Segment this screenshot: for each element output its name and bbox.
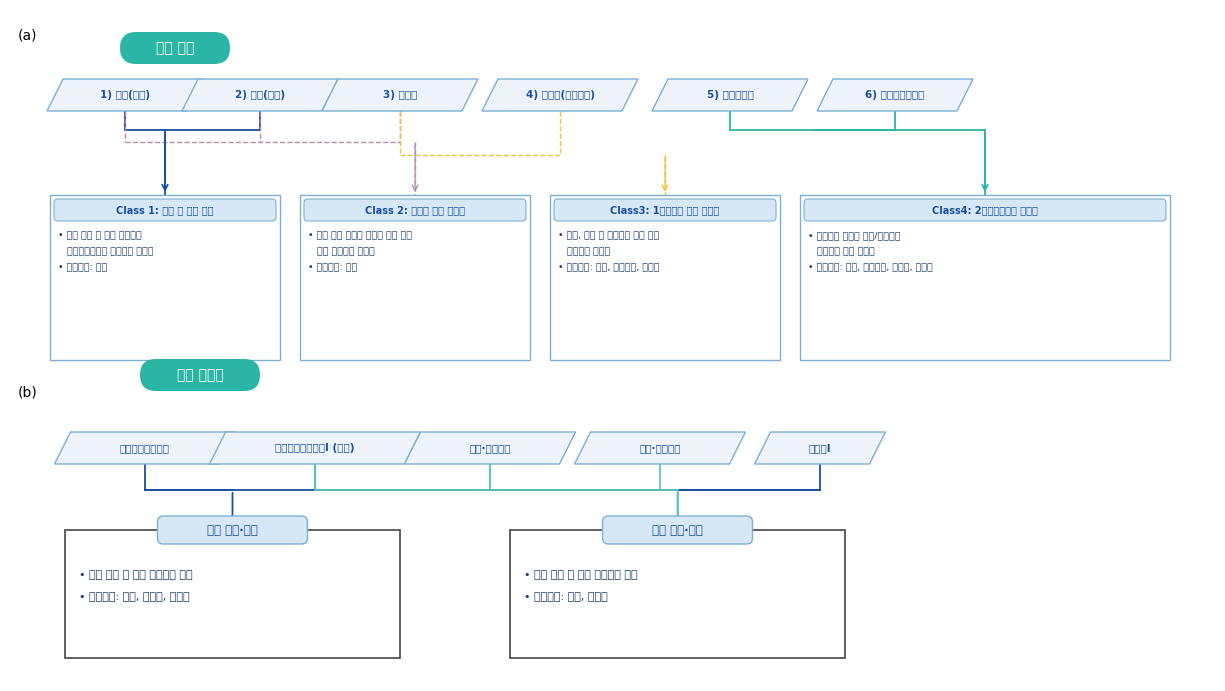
Polygon shape (54, 432, 235, 464)
FancyBboxPatch shape (50, 195, 281, 360)
FancyBboxPatch shape (804, 199, 1166, 221)
Text: • 상온 진열 및 상온 배송되는 제품: • 상온 진열 및 상온 배송되는 제품 (524, 570, 638, 580)
FancyBboxPatch shape (300, 195, 530, 360)
Text: Class4: 2차이상의가공 수산물: Class4: 2차이상의가공 수산물 (932, 205, 1038, 215)
Text: 냉장 유통·판매: 냉장 유통·판매 (207, 524, 258, 536)
Text: 상온 유통·판매: 상온 유통·판매 (652, 524, 703, 536)
Text: 당그룹I: 당그룹I (808, 443, 832, 453)
Text: • 유통경로: 시장: • 유통경로: 시장 (307, 263, 358, 272)
Text: 2) 패류(생굴): 2) 패류(생굴) (235, 90, 285, 100)
Polygon shape (575, 432, 746, 464)
FancyBboxPatch shape (554, 199, 775, 221)
Text: 절임·김치그룹: 절임·김치그룹 (469, 443, 511, 453)
Polygon shape (652, 79, 808, 111)
Polygon shape (404, 432, 576, 464)
Text: • 가공 없이 진열된 상태로 즉시 가공: • 가공 없이 진열된 상태로 즉시 가공 (307, 231, 412, 240)
Text: (b): (b) (18, 385, 38, 399)
Text: 1) 어류(횚감): 1) 어류(횚감) (100, 90, 149, 100)
FancyBboxPatch shape (550, 195, 780, 360)
Text: 5) 양념젠갈류: 5) 양념젠갈류 (707, 90, 753, 100)
Polygon shape (47, 79, 203, 111)
Text: • 세청, 절단 후 포장되어 진열 또는: • 세청, 절단 후 포장되어 진열 또는 (559, 231, 659, 240)
Text: • 유통경로: 시장, 대형마트, 온라인, 편의점: • 유통경로: 시장, 대형마트, 온라인, 편의점 (808, 263, 932, 272)
FancyBboxPatch shape (304, 199, 526, 221)
Text: 판매하는 가공 수산물: 판매하는 가공 수산물 (808, 247, 875, 256)
Polygon shape (209, 432, 420, 464)
Text: 6) 즐석섯취식품류: 6) 즐석섯취식품류 (865, 90, 925, 100)
FancyBboxPatch shape (800, 195, 1170, 360)
Text: 판매되는 수산물: 판매되는 수산물 (559, 247, 610, 256)
Text: 3) 두족류: 3) 두족류 (382, 90, 418, 100)
FancyBboxPatch shape (54, 199, 276, 221)
Text: • 유통경로: 시장: • 유통경로: 시장 (58, 263, 108, 272)
Polygon shape (183, 79, 338, 111)
FancyBboxPatch shape (158, 516, 307, 544)
Text: 가열조리식품그룹: 가열조리식품그룹 (120, 443, 170, 453)
Text: 즐석섯취식품그룹I (밥류): 즐석섯취식품그룹I (밥류) (276, 443, 355, 453)
FancyBboxPatch shape (603, 516, 752, 544)
Text: • 수조 보관 후 즉시 가공되어: • 수조 보관 후 즉시 가공되어 (58, 231, 142, 240)
FancyBboxPatch shape (120, 32, 230, 64)
Polygon shape (755, 432, 886, 464)
Text: (a): (a) (18, 28, 38, 42)
Polygon shape (481, 79, 638, 111)
Text: 즐석섯취용으로 판매되는 수산물: 즐석섯취용으로 판매되는 수산물 (58, 247, 153, 256)
FancyBboxPatch shape (140, 359, 260, 391)
FancyBboxPatch shape (510, 530, 845, 658)
Text: Class 2: 비가공 진열 수산물: Class 2: 비가공 진열 수산물 (365, 205, 466, 215)
Text: 식품 그룹: 식품 그룹 (156, 41, 195, 55)
Polygon shape (322, 79, 478, 111)
Text: • 유통경로: 마트, 온라인: • 유통경로: 마트, 온라인 (524, 592, 608, 602)
Text: 젠갈·조림그룹: 젠갈·조림그룹 (639, 443, 681, 453)
Text: • 유통경로: 시장, 대형마트, 온라인: • 유통경로: 시장, 대형마트, 온라인 (559, 263, 659, 272)
Text: Class3: 1차가공후 진열 수산물: Class3: 1차가공후 진열 수산물 (610, 205, 719, 215)
Polygon shape (817, 79, 973, 111)
Text: • 수산물을 원료로 가공/포장하여: • 수산물을 원료로 가공/포장하여 (808, 231, 900, 240)
Text: • 유통경로: 마트, 편의점, 온라인: • 유통경로: 마트, 편의점, 온라인 (78, 592, 190, 602)
FancyBboxPatch shape (65, 530, 401, 658)
Text: Class 1: 수조 내 보관 생물: Class 1: 수조 내 보관 생물 (116, 205, 213, 215)
Text: 식품 그룹별: 식품 그룹별 (176, 368, 223, 382)
Text: • 냉장 진열 및 냉장 배송되는 제품: • 냉장 진열 및 냉장 배송되는 제품 (78, 570, 192, 580)
Text: 되어 판매되는 수산물: 되어 판매되는 수산물 (307, 247, 375, 256)
Text: 4) 피낭류(우렇행이): 4) 피낭류(우렇행이) (526, 90, 594, 100)
